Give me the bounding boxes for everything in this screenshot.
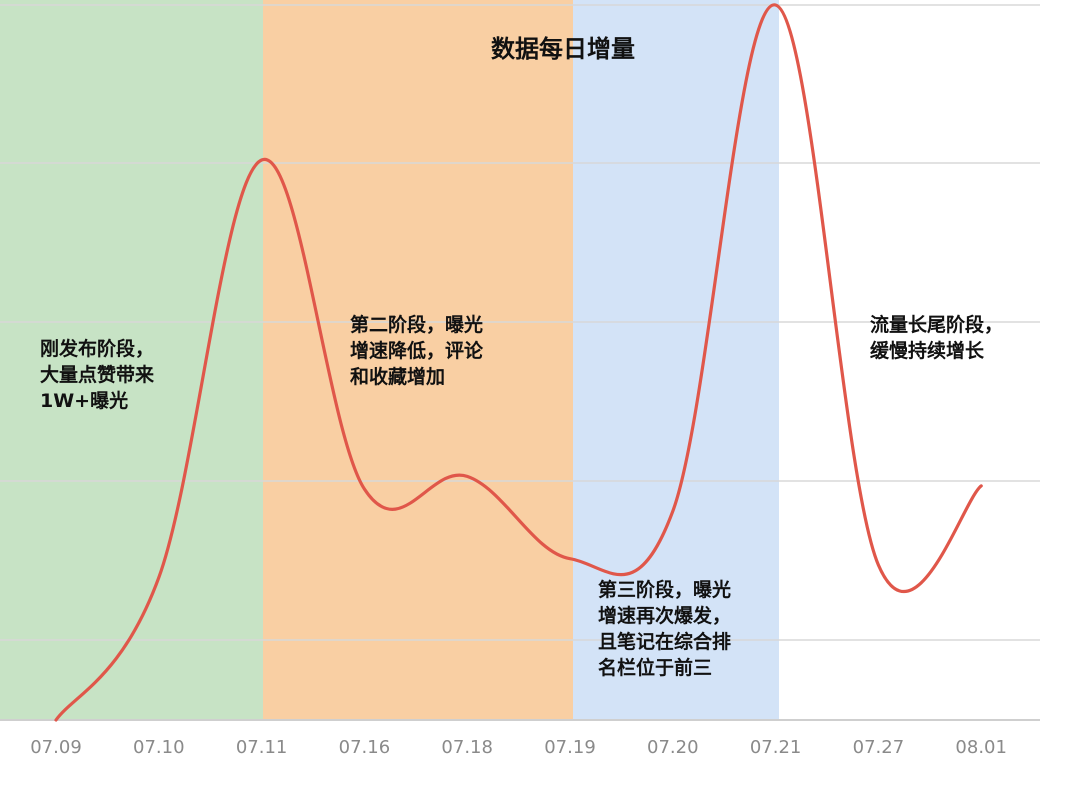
phase-annotation-line: 且笔记在综合排 — [598, 630, 731, 653]
phase-annotation-line: 增速再次爆发， — [598, 604, 731, 627]
phase-annotation-line: 缓慢持续增长 — [870, 339, 985, 362]
phase-annotation-line: 1W+曝光 — [40, 389, 128, 412]
data-point — [260, 158, 264, 162]
chart-title: 数据每日增量 — [491, 35, 635, 63]
phase-annotation-2: 第二阶段，曝光增速降低，评论和收藏增加 — [350, 313, 484, 388]
phase-annotation-3: 第三阶段，曝光增速再次爆发， 且笔记在综合排名栏位于前三 — [598, 578, 731, 679]
x-tick-label: 07.20 — [647, 737, 699, 758]
phase-annotation-line: 大量点赞带来 — [40, 363, 154, 386]
phase-annotation-4: 流量长尾阶段， 缓慢持续增长 — [870, 313, 1003, 362]
phase-annotation-line: 名栏位于前三 — [598, 656, 712, 679]
phase-band-2 — [263, 0, 573, 720]
phase-band-3 — [573, 0, 779, 720]
phase-band-4 — [779, 0, 1080, 720]
series-line — [54, 3, 983, 722]
data-point — [979, 484, 983, 488]
data-point — [157, 576, 161, 580]
x-tick-label: 07.18 — [441, 737, 493, 758]
data-point — [54, 718, 58, 722]
phase-annotation-line: 流量长尾阶段， — [870, 313, 1003, 336]
phase-annotation-line: 第二阶段，曝光 — [350, 313, 483, 336]
phase-bands — [0, 0, 1080, 720]
x-tick-label: 07.19 — [544, 737, 596, 758]
x-tick-label: 07.11 — [236, 737, 288, 758]
phase-annotation-line: 刚发布阶段， — [40, 337, 154, 360]
data-point — [876, 563, 880, 567]
phase-annotation-1: 刚发布阶段， 大量点赞带来 1W+曝光 — [40, 337, 154, 412]
data-point — [671, 509, 675, 513]
phase-annotation-line: 增速降低，评论 — [350, 339, 484, 362]
data-point — [774, 3, 778, 7]
data-point — [362, 487, 366, 491]
x-tick-label: 07.16 — [339, 737, 391, 758]
data-point — [568, 557, 572, 561]
x-tick-label: 07.10 — [133, 737, 185, 758]
data-point — [465, 474, 469, 478]
phase-annotation-line: 第三阶段，曝光 — [598, 578, 731, 601]
x-tick-label: 07.27 — [853, 737, 905, 758]
phase-band-1 — [0, 0, 263, 720]
x-tick-label: 08.01 — [955, 737, 1007, 758]
gridlines — [0, 4, 1040, 641]
x-tick-label: 07.21 — [750, 737, 802, 758]
phase-annotation-line: 和收藏增加 — [350, 365, 445, 388]
x-tick-label: 07.09 — [30, 737, 82, 758]
phase-annotations: 刚发布阶段， 大量点赞带来 1W+曝光 第二阶段，曝光增速降低，评论和收藏增加第三阶段… — [40, 313, 1003, 679]
x-tick-labels: 07.09 07.10 07.11 07.16 07.18 07.19 07.20 07.21… — [30, 737, 1007, 758]
